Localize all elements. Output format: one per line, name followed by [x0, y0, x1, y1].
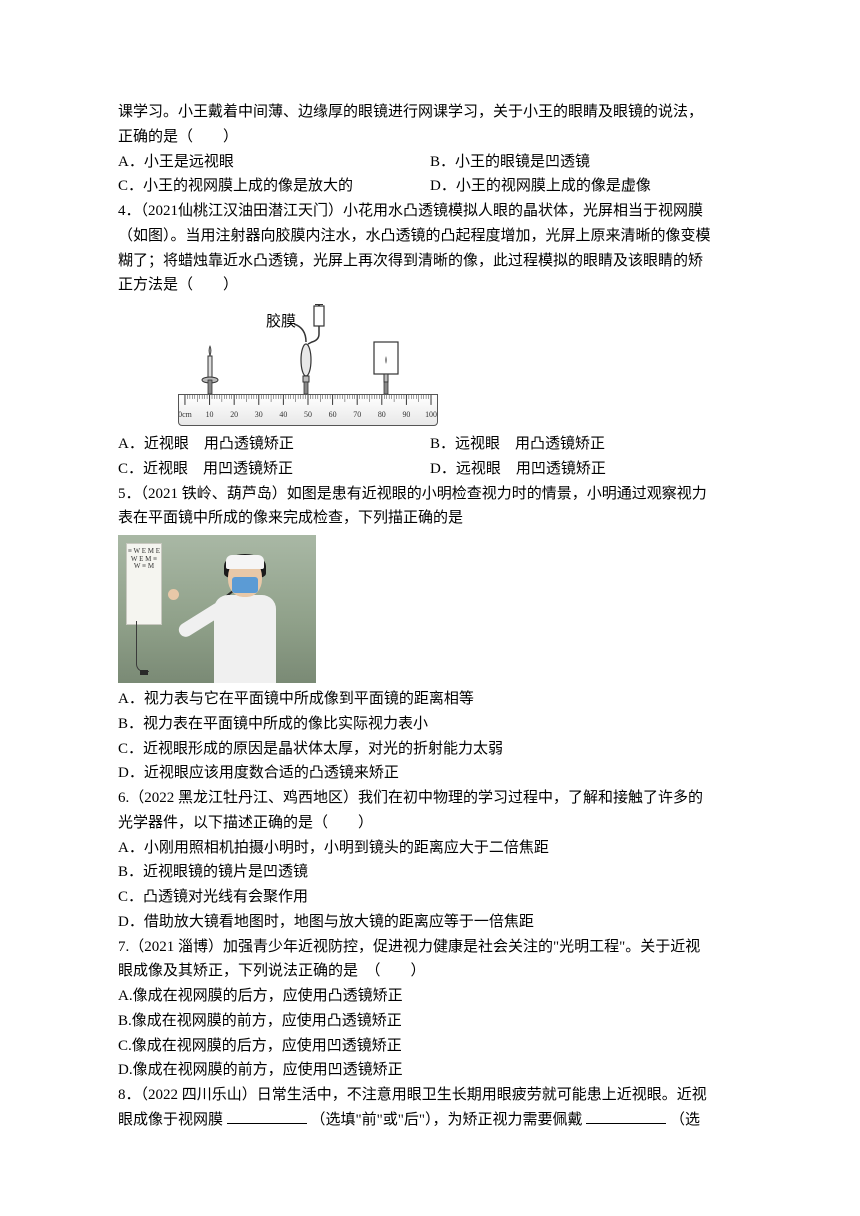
q5-option-c: C．近视眼形成的原因是晶状体太厚，对光的折射能力太弱 [118, 737, 742, 762]
q8-text-b: 眼成像于视网膜 [118, 1112, 223, 1128]
q4-stem-line2: （如图）。当用注射器向胶膜内注水，水凸透镜的凸起程度增加，光屏上原来清晰的像变模 [118, 224, 742, 249]
q8-stem-line2: 眼成像于视网膜 （选填"前"或"后"），为矫正视力需要佩戴 （选 [118, 1108, 742, 1133]
nurse-mask [232, 577, 258, 593]
q5-stem-line1: 5．（2021 铁岭、葫芦岛）如图是患有近视眼的小明检查视力时的情景，小明通过观… [118, 482, 742, 507]
q5-option-b: B．视力表在平面镜中所成的像比实际视力表小 [118, 712, 742, 737]
nurse-figure [190, 557, 298, 683]
svg-text:80: 80 [378, 410, 386, 419]
q8-stem-line1: 8．（2022 四川乐山）日常生活中，不注意用眼卫生长期用眼疲劳就可能患上近视眼… [118, 1083, 742, 1108]
jiaomo-label: 胶膜 [266, 313, 296, 330]
q7-stem-line1: 7.（2021 淄博）加强青少年近视防控，促进视力健康是社会关注的"光明工程"。… [118, 935, 742, 960]
q3-options-row2: C．小王的视网膜上成的像是放大的 D．小王的视网膜上成的像是虚像 [118, 174, 742, 199]
nurse-cap [226, 555, 264, 569]
option-b: B．远视眼 用凸透镜矫正 [430, 432, 742, 457]
q4-options-row2: C．近视眼 用凹透镜矫正 D．远视眼 用凹透镜矫正 [118, 457, 742, 482]
svg-text:100: 100 [425, 410, 437, 419]
q4-stem-line4: 正方法是（ ） [118, 273, 742, 298]
q8-text-d: （选 [670, 1112, 700, 1128]
svg-text:90: 90 [402, 410, 410, 419]
q7-option-d: D.像成在视网膜的前方，应使用凹透镜矫正 [118, 1058, 742, 1083]
q5-stem-line2: 表在平面镜中所成的像来完成检查，下列描正确的是 [118, 506, 742, 531]
q5-photo: ≡ W E M E W E M ≡ W ≡ M [118, 535, 316, 683]
blank-2[interactable] [586, 1108, 666, 1124]
svg-text:50: 50 [304, 410, 312, 419]
q3-options-row1: A．小王是远视眼 B．小王的眼镜是凹透镜 [118, 150, 742, 175]
ruler-ticks-svg: 0cm 10 20 30 40 50 60 70 80 90 100 [179, 395, 437, 425]
option-a: A．近视眼 用凸透镜矫正 [118, 432, 430, 457]
q6-option-a: A．小刚用照相机拍摄小明时，小明到镜头的距离应大于二倍焦距 [118, 836, 742, 861]
blank-1[interactable] [227, 1108, 307, 1124]
q6-stem-line2: 光学器件，以下描述正确的是（ ） [118, 811, 742, 836]
option-c: C．小王的视网膜上成的像是放大的 [118, 174, 430, 199]
svg-text:10: 10 [206, 410, 214, 419]
q6-stem-line1: 6.（2022 黑龙江牡丹江、鸡西地区）我们在初中物理的学习过程中，了解和接触了… [118, 786, 742, 811]
chart-plug [140, 670, 148, 675]
q6-option-b: B．近视眼镜的镜片是凹透镜 [118, 860, 742, 885]
svg-text:40: 40 [279, 410, 287, 419]
option-d: D．小王的视网膜上成的像是虚像 [430, 174, 742, 199]
q6-option-c: C．凸透镜对光线有会聚作用 [118, 885, 742, 910]
svg-text:30: 30 [255, 410, 263, 419]
svg-text:20: 20 [230, 410, 238, 419]
svg-text:60: 60 [329, 410, 337, 419]
q-intro-line2: 正确的是（ ） [118, 125, 742, 150]
q7-option-c: C.像成在视网膜的后方，应使用凹透镜矫正 [118, 1034, 742, 1059]
q6-option-d: D．借助放大镜看地图时，地图与放大镜的距离应等于一倍焦距 [118, 910, 742, 935]
q4-stem-line3: 糊了；将蜡烛靠近水凸透镜，光屏上再次得到清晰的像，此过程模拟的眼睛及该眼睛的矫 [118, 249, 742, 274]
q4-diagram: 胶膜 [178, 304, 438, 426]
option-d: D．远视眼 用凹透镜矫正 [430, 457, 742, 482]
option-c: C．近视眼 用凹透镜矫正 [118, 457, 430, 482]
nurse-hand [168, 589, 179, 600]
q-intro-line1: 课学习。小王戴着中间薄、边缘厚的眼镜进行网课学习，关于小王的眼睛及眼镜的说法， [118, 100, 742, 125]
q7-option-a: A.像成在视网膜的后方，应使用凸透镜矫正 [118, 984, 742, 1009]
q4-stem-line1: 4．（2021仙桃江汉油田潜江天门）小花用水凸透镜模拟人眼的晶状体，光屏相当于视… [118, 199, 742, 224]
q5-option-d: D．近视眼应该用度数合适的凸透镜来矫正 [118, 761, 742, 786]
q4-apparatus-svg: 胶膜 [178, 304, 438, 394]
option-a: A．小王是远视眼 [118, 150, 430, 175]
q4-options-row1: A．近视眼 用凸透镜矫正 B．远视眼 用凸透镜矫正 [118, 432, 742, 457]
q7-option-b: B.像成在视网膜的前方，应使用凸透镜矫正 [118, 1009, 742, 1034]
q7-stem-line2: 眼成像及其矫正，下列说法正确的是 （ ） [118, 959, 742, 984]
eye-chart-panel: ≡ W E M E W E M ≡ W ≡ M [126, 543, 162, 625]
q4-ruler: 0cm 10 20 30 40 50 60 70 80 90 100 [178, 394, 438, 426]
svg-text:70: 70 [353, 410, 361, 419]
q5-option-a: A．视力表与它在平面镜中所成像到平面镜的距离相等 [118, 687, 742, 712]
q8-text-c: （选填"前"或"后"），为矫正视力需要佩戴 [311, 1112, 583, 1128]
chart-cord [136, 621, 149, 672]
document-page: 课学习。小王戴着中间薄、边缘厚的眼镜进行网课学习，关于小王的眼睛及眼镜的说法， … [0, 0, 860, 1173]
svg-text:0cm: 0cm [179, 410, 193, 419]
option-b: B．小王的眼镜是凹透镜 [430, 150, 742, 175]
